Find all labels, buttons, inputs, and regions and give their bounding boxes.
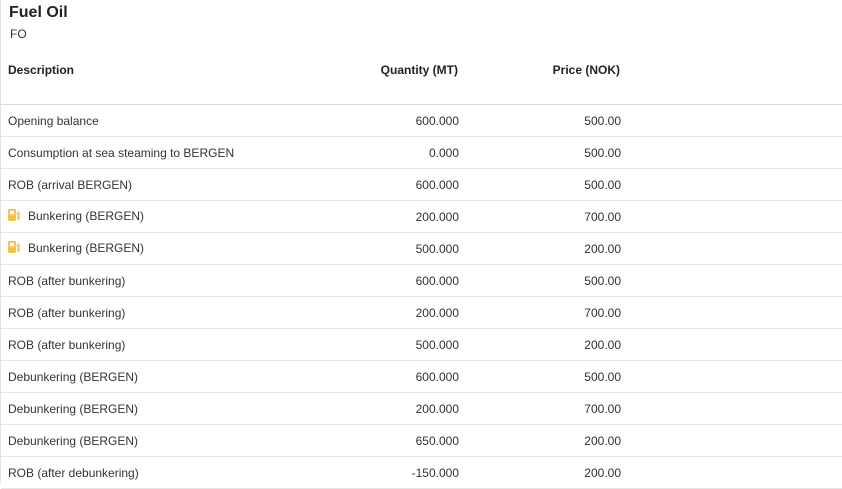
fuel-code: FO [10, 27, 27, 41]
description-text: Debunkering (BERGEN) [8, 369, 139, 384]
cell-quantity: 0.000 [309, 136, 459, 169]
cell-price: 200.00 [459, 456, 621, 489]
page-title: Fuel Oil [9, 4, 68, 21]
cell-quantity: 600.000 [309, 360, 459, 393]
description-text: Bunkering (BERGEN) [28, 209, 145, 223]
cell-spacer [621, 264, 842, 297]
cell-quantity: 500.000 [309, 328, 459, 361]
table-row: Consumption at sea steaming to BERGEN 0.… [1, 136, 842, 169]
description-text: ROB (arrival BERGEN) [8, 177, 133, 192]
cell-price: 500.00 [459, 136, 621, 169]
cell-price: 200.00 [459, 232, 621, 265]
cell-description: Bunkering (BERGEN) [1, 232, 309, 265]
cell-quantity: 500.000 [309, 232, 459, 265]
cell-spacer [621, 296, 842, 329]
cell-spacer [621, 104, 842, 137]
cell-description: ROB (after debunkering) [1, 456, 309, 489]
description-text: Debunkering (BERGEN) [8, 433, 139, 448]
cell-spacer [621, 232, 842, 265]
cell-quantity: -150.000 [309, 456, 459, 489]
column-spacer [621, 50, 842, 105]
cell-price: 200.00 [459, 424, 621, 457]
table-row: ROB (after bunkering) 600.000 500.00 [1, 264, 842, 297]
cell-quantity: 600.000 [309, 104, 459, 137]
cell-quantity: 650.000 [309, 424, 459, 457]
description-text: Consumption at sea steaming to BERGEN [8, 145, 235, 160]
cell-price: 500.00 [459, 168, 621, 201]
description-text: ROB (after bunkering) [8, 337, 126, 352]
cell-price: 700.00 [459, 392, 621, 425]
cell-price: 500.00 [459, 104, 621, 137]
cell-description: Debunkering (BERGEN) [1, 424, 309, 457]
table-header: Description Quantity (MT) Price (NOK) [1, 50, 842, 105]
cell-description: Debunkering (BERGEN) [1, 360, 309, 393]
table-row: ROB (arrival BERGEN) 600.000 500.00 [1, 168, 842, 201]
fuel-table: Description Quantity (MT) Price (NOK) Op… [1, 50, 842, 489]
cell-spacer [621, 424, 842, 457]
table-row: Debunkering (BERGEN) 200.000 700.00 [1, 392, 842, 425]
cell-description: Consumption at sea steaming to BERGEN [1, 136, 309, 169]
cell-spacer [621, 200, 842, 233]
cell-description: ROB (arrival BERGEN) [1, 168, 309, 201]
cell-spacer [621, 456, 842, 489]
cell-description: Debunkering (BERGEN) [1, 392, 309, 425]
cell-price: 200.00 [459, 328, 621, 361]
column-quantity: Quantity (MT) [309, 50, 459, 105]
description-text: Bunkering (BERGEN) [28, 241, 145, 255]
cell-price: 500.00 [459, 264, 621, 297]
description-text: ROB (after bunkering) [8, 305, 126, 320]
table-row: ROB (after bunkering) 200.000 700.00 [1, 296, 842, 329]
cell-price: 500.00 [459, 360, 621, 393]
cell-price: 700.00 [459, 200, 621, 233]
cell-description: ROB (after bunkering) [1, 296, 309, 329]
column-description: Description [1, 50, 309, 105]
description-text: ROB (after bunkering) [8, 273, 126, 288]
column-price: Price (NOK) [459, 50, 621, 105]
description-text: Debunkering (BERGEN) [8, 401, 139, 416]
cell-quantity: 600.000 [309, 264, 459, 297]
description-text: ROB (after debunkering) [8, 465, 139, 480]
cell-quantity: 200.000 [309, 200, 459, 233]
fuel-pump-icon [8, 240, 20, 257]
cell-quantity: 200.000 [309, 392, 459, 425]
cell-quantity: 600.000 [309, 168, 459, 201]
description-text: Opening balance [8, 113, 99, 128]
cell-spacer [621, 360, 842, 393]
cell-quantity: 200.000 [309, 296, 459, 329]
fuel-pump-icon [8, 208, 20, 225]
cell-description: Opening balance [1, 104, 309, 137]
table-row: Debunkering (BERGEN) 600.000 500.00 [1, 360, 842, 393]
table-row: ROB (after debunkering) -150.000 200.00 [1, 456, 842, 489]
cell-spacer [621, 392, 842, 425]
cell-price: 700.00 [459, 296, 621, 329]
table-row: Bunkering (BERGEN) 500.000 200.00 [1, 232, 842, 265]
cell-description: Bunkering (BERGEN) [1, 200, 309, 233]
cell-description: ROB (after bunkering) [1, 264, 309, 297]
cell-spacer [621, 136, 842, 169]
table-row: Bunkering (BERGEN) 200.000 700.00 [1, 200, 842, 233]
table-row: Debunkering (BERGEN) 650.000 200.00 [1, 424, 842, 457]
cell-spacer [621, 168, 842, 201]
cell-description: ROB (after bunkering) [1, 328, 309, 361]
cell-spacer [621, 328, 842, 361]
table-row: Opening balance 600.000 500.00 [1, 104, 842, 137]
table-row: ROB (after bunkering) 500.000 200.00 [1, 328, 842, 361]
